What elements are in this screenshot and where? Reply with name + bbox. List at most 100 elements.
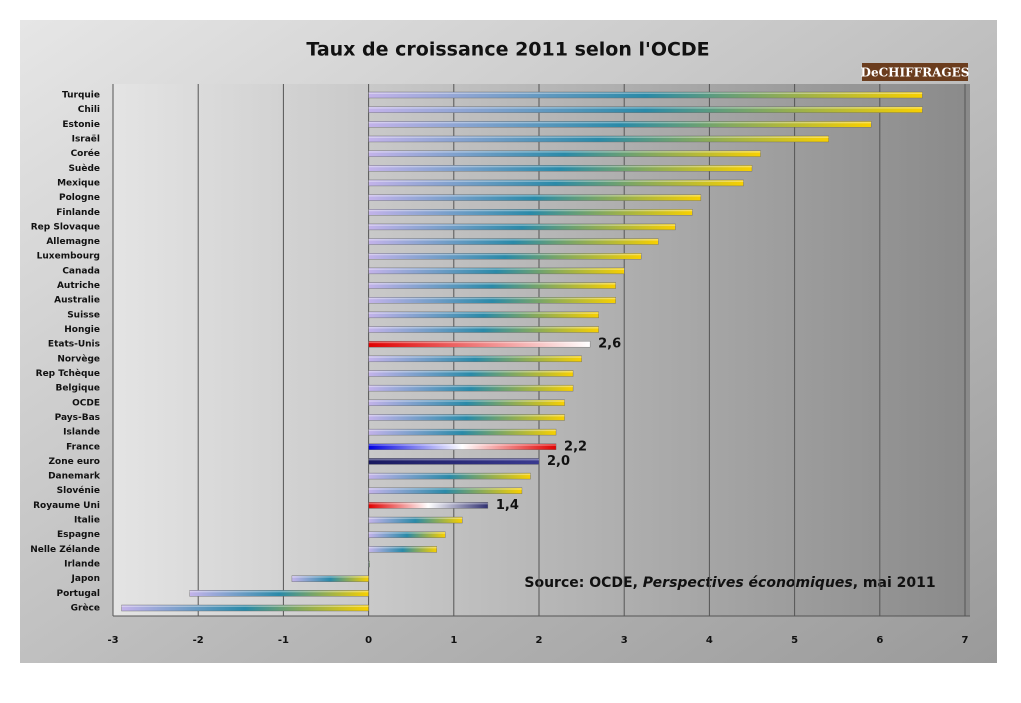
- y-tick-label: Irlande: [64, 560, 100, 570]
- y-tick-label: Suisse: [67, 310, 100, 320]
- y-tick-label: Corée: [71, 148, 100, 159]
- bar-shine: [368, 283, 616, 285]
- bar: [368, 458, 540, 465]
- y-tick-label: Hongie: [64, 325, 100, 335]
- value-label: 1,4: [496, 498, 519, 513]
- y-tick-label: OCDE: [72, 398, 100, 408]
- bar: [121, 604, 369, 612]
- y-tick-label: Espagne: [57, 530, 100, 540]
- bar-shine: [368, 92, 923, 94]
- value-label: 2,6: [598, 337, 621, 352]
- bar-shine: [368, 400, 565, 402]
- x-tick-label: -3: [107, 635, 118, 646]
- bar-shine: [368, 312, 599, 314]
- bar-shine: [368, 239, 659, 241]
- bar-shine: [368, 224, 676, 226]
- bar: [368, 516, 463, 524]
- bar-shine: [368, 546, 437, 549]
- bar: [368, 165, 753, 172]
- y-tick-label: Portugal: [56, 589, 100, 599]
- x-tick-label: -1: [278, 635, 289, 646]
- x-tick-label: 2: [536, 635, 543, 646]
- x-tick-label: -2: [193, 635, 204, 646]
- bar: [368, 121, 872, 128]
- bar-shine: [368, 429, 557, 432]
- x-tick-label: 5: [791, 635, 798, 646]
- y-tick-label: Slovénie: [57, 485, 100, 496]
- y-tick-label: Estonie: [62, 120, 100, 130]
- bar-shine: [368, 517, 463, 520]
- x-tick-label: 3: [621, 635, 628, 646]
- bar-shine: [368, 151, 761, 153]
- y-tick-label: Autriche: [57, 281, 100, 291]
- bar: [368, 297, 616, 304]
- bar-shine: [368, 458, 539, 461]
- bar-shine: [368, 268, 625, 270]
- bar: [368, 414, 565, 421]
- source-part: Perspectives économiques: [643, 575, 853, 591]
- bar: [368, 267, 625, 275]
- logo-box: [862, 63, 968, 81]
- bar: [368, 282, 616, 289]
- y-tick-label: Etats-Unis: [48, 340, 100, 350]
- y-tick-label: Islande: [63, 428, 100, 438]
- y-tick-label: Mexique: [57, 178, 100, 188]
- y-tick-label: Allemagne: [46, 237, 100, 247]
- y-tick-label: Turquie: [62, 91, 100, 101]
- source-note: Source: OCDE, Perspectives économiques, …: [524, 575, 935, 591]
- bar-shine: [368, 488, 522, 490]
- y-tick-label: Australie: [54, 296, 100, 306]
- bar: [368, 560, 370, 568]
- bar: [368, 355, 582, 363]
- bar: [368, 487, 523, 494]
- bar: [368, 179, 744, 187]
- y-tick-label: Rep Tchèque: [36, 368, 100, 379]
- bar-shine: [368, 209, 693, 212]
- y-tick-label: France: [66, 442, 100, 452]
- y-tick-label: Rep Slovaque: [31, 222, 100, 232]
- y-tick-label: Suède: [68, 163, 100, 174]
- y-tick-label: Finlande: [56, 208, 100, 218]
- bar-shine: [368, 444, 557, 446]
- x-tick-label: 0: [365, 635, 372, 646]
- y-tick-label: Belgique: [55, 384, 100, 394]
- bar: [368, 253, 642, 260]
- bar: [368, 502, 489, 509]
- plot-area: [113, 84, 970, 616]
- bar: [368, 311, 599, 319]
- bar-shine: [368, 121, 872, 124]
- y-tick-label: Pays-Bas: [55, 413, 100, 423]
- bar: [189, 590, 369, 597]
- y-tick-label: Royaume Uni: [33, 501, 100, 511]
- bar: [368, 150, 761, 157]
- bar: [368, 209, 693, 216]
- value-label: 2,0: [547, 454, 570, 469]
- bar-shine: [368, 370, 574, 373]
- y-tick-label: Japon: [71, 574, 100, 584]
- chart-title: Taux de croissance 2011 selon l'OCDE: [306, 39, 709, 61]
- bar: [368, 399, 565, 406]
- bar-shine: [368, 502, 488, 505]
- bar: [368, 428, 557, 436]
- y-tick-label: Israël: [72, 134, 100, 144]
- bar: [368, 546, 437, 553]
- bar-shine: [368, 180, 744, 182]
- bar-shine: [368, 297, 616, 300]
- y-tick-label: Zone euro: [49, 457, 101, 467]
- bar: [368, 238, 659, 245]
- bar: [368, 443, 557, 450]
- bar-shine: [368, 107, 923, 109]
- x-tick-label: 4: [706, 635, 713, 646]
- y-tick-label: Luxembourg: [37, 252, 100, 262]
- bar: [368, 326, 599, 333]
- bar-shine: [368, 532, 446, 534]
- value-label: 2,2: [564, 439, 587, 454]
- bar-shine: [189, 590, 369, 593]
- bar: [291, 575, 369, 582]
- bar: [368, 194, 702, 201]
- bar: [368, 384, 574, 392]
- bar: [368, 106, 923, 113]
- y-tick-label: Norvège: [57, 353, 100, 364]
- bar-shine: [121, 605, 369, 607]
